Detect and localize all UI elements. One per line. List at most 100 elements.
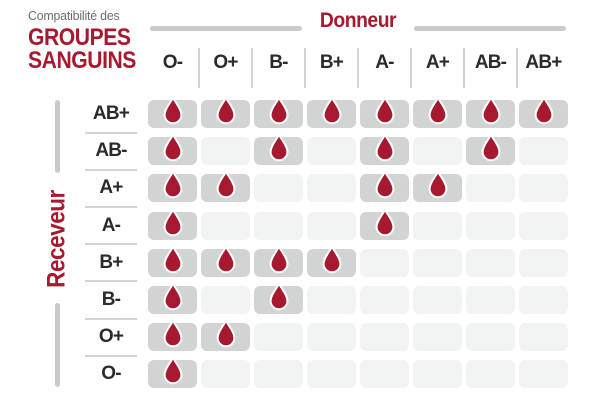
blood-drop-icon — [161, 170, 185, 200]
column-separator — [198, 48, 200, 88]
chart-title: Compatibilité des GROUPES SANGUINS — [28, 8, 151, 74]
compatibility-cell-A--from-B+ — [307, 211, 356, 240]
compatibility-cell-B+-from-AB+ — [519, 248, 568, 277]
blood-drop-icon — [161, 207, 185, 238]
blood-drop-icon — [320, 244, 344, 275]
blood-drop-icon — [320, 96, 344, 126]
row-separator — [85, 280, 137, 283]
compatibility-cell-O--from-AB+ — [519, 360, 568, 389]
blood-drop-icon — [426, 170, 450, 200]
title-line-sanguins: SANGUINS — [28, 47, 136, 74]
compatibility-cell-B--from-A+ — [413, 286, 462, 314]
donor-axis-line-left — [150, 26, 302, 31]
compatibility-cell-A+-from-AB+ — [519, 174, 568, 203]
compatibility-cell-A+-from-B+ — [307, 174, 356, 203]
donor-axis-line-right — [414, 26, 566, 31]
column-separator — [410, 48, 412, 88]
compatibility-cell-B--from-AB- — [466, 286, 515, 314]
row-separator — [85, 317, 137, 320]
compatibility-cell-AB--from-A+ — [413, 137, 462, 166]
blood-drop-icon — [532, 96, 556, 126]
compatibility-cell-B+-from-A- — [360, 248, 409, 277]
row-label-O-: O- — [101, 363, 121, 385]
title-line-groupes: GROUPES — [28, 24, 131, 51]
blood-drop-icon — [267, 96, 291, 126]
column-header-B-: B- — [269, 52, 288, 73]
compatibility-cell-O+-from-AB- — [466, 323, 515, 352]
column-separator — [304, 48, 306, 88]
compatibility-cell-AB--from-O+ — [201, 137, 250, 166]
compatibility-cell-B+-from-A+ — [413, 248, 462, 277]
blood-drop-icon — [161, 96, 185, 126]
column-separator — [251, 48, 253, 88]
compatibility-cell-B--from-A- — [360, 286, 409, 314]
blood-drop-icon — [161, 356, 185, 386]
column-separator — [357, 48, 359, 88]
compatibility-cell-O+-from-B- — [254, 323, 303, 352]
blood-drop-icon — [373, 133, 397, 163]
compatibility-cell-B+-from-AB- — [466, 248, 515, 277]
column-separator — [516, 48, 518, 88]
compatibility-cell-B--from-O+ — [201, 286, 250, 314]
compatibility-cell-A+-from-AB- — [466, 174, 515, 203]
compatibility-cell-B--from-AB+ — [519, 286, 568, 314]
compatibility-cell-AB--from-AB+ — [519, 137, 568, 166]
compatibility-cell-A--from-A+ — [413, 211, 462, 240]
column-header-AB+: AB+ — [525, 52, 562, 73]
compatibility-cell-A--from-AB+ — [519, 211, 568, 240]
row-separator — [85, 131, 137, 134]
compatibility-cell-B--from-B+ — [307, 286, 356, 314]
row-separator — [85, 206, 137, 208]
compatibility-cell-O+-from-B+ — [307, 323, 356, 352]
blood-drop-icon — [161, 282, 185, 312]
row-label-AB+: AB+ — [92, 103, 130, 124]
blood-drop-icon — [479, 96, 503, 126]
column-header-A-: A- — [375, 52, 394, 73]
blood-drop-icon — [479, 133, 503, 163]
row-separator — [85, 354, 137, 357]
row-label-AB-: AB- — [95, 140, 127, 162]
column-header-B+: B+ — [319, 52, 344, 73]
row-label-O+: O+ — [98, 326, 124, 348]
blood-drop-icon — [161, 133, 185, 163]
column-header-O-: O- — [162, 52, 183, 73]
compatibility-cell-A+-from-B- — [254, 174, 303, 203]
blood-drop-icon — [426, 96, 450, 126]
compatibility-cell-O--from-B+ — [307, 360, 356, 389]
blood-drop-icon — [214, 96, 238, 126]
column-separator — [463, 48, 465, 88]
blood-drop-icon — [161, 244, 185, 275]
row-label-A-: A- — [101, 214, 121, 236]
compatibility-cell-A--from-B- — [254, 211, 303, 240]
blood-drop-icon — [373, 170, 397, 200]
blood-drop-icon — [267, 133, 291, 163]
blood-drop-icon — [214, 170, 238, 200]
blood-drop-icon — [373, 207, 397, 238]
compatibility-cell-AB--from-B+ — [307, 137, 356, 166]
row-separator — [85, 243, 137, 246]
column-header-A+: A+ — [425, 52, 450, 73]
title-kicker: Compatibilité des — [28, 8, 120, 23]
compatibility-cell-O+-from-AB+ — [519, 323, 568, 352]
column-header-AB-: AB- — [474, 52, 507, 73]
blood-drop-icon — [214, 319, 238, 349]
row-label-A+: A+ — [99, 177, 123, 199]
compatibility-cell-O--from-A- — [360, 360, 409, 389]
compatibility-cell-O--from-B- — [254, 360, 303, 389]
blood-drop-icon — [214, 244, 238, 275]
column-header-O+: O+ — [213, 52, 238, 73]
blood-drop-icon — [267, 244, 291, 275]
blood-drop-icon — [267, 282, 291, 312]
donor-axis-label: Donneur — [319, 9, 397, 32]
compatibility-cell-O+-from-A- — [360, 323, 409, 352]
compatibility-cell-O--from-O+ — [201, 360, 250, 389]
blood-drop-icon — [373, 96, 397, 126]
compatibility-cell-A--from-O+ — [201, 211, 250, 240]
receiver-axis-line-top — [55, 100, 60, 173]
receiver-axis-line-bottom — [55, 303, 60, 387]
compatibility-cell-A--from-AB- — [466, 211, 515, 240]
compatibility-cell-O--from-A+ — [413, 360, 462, 389]
row-separator — [85, 168, 137, 171]
compatibility-cell-O+-from-A+ — [413, 323, 462, 352]
